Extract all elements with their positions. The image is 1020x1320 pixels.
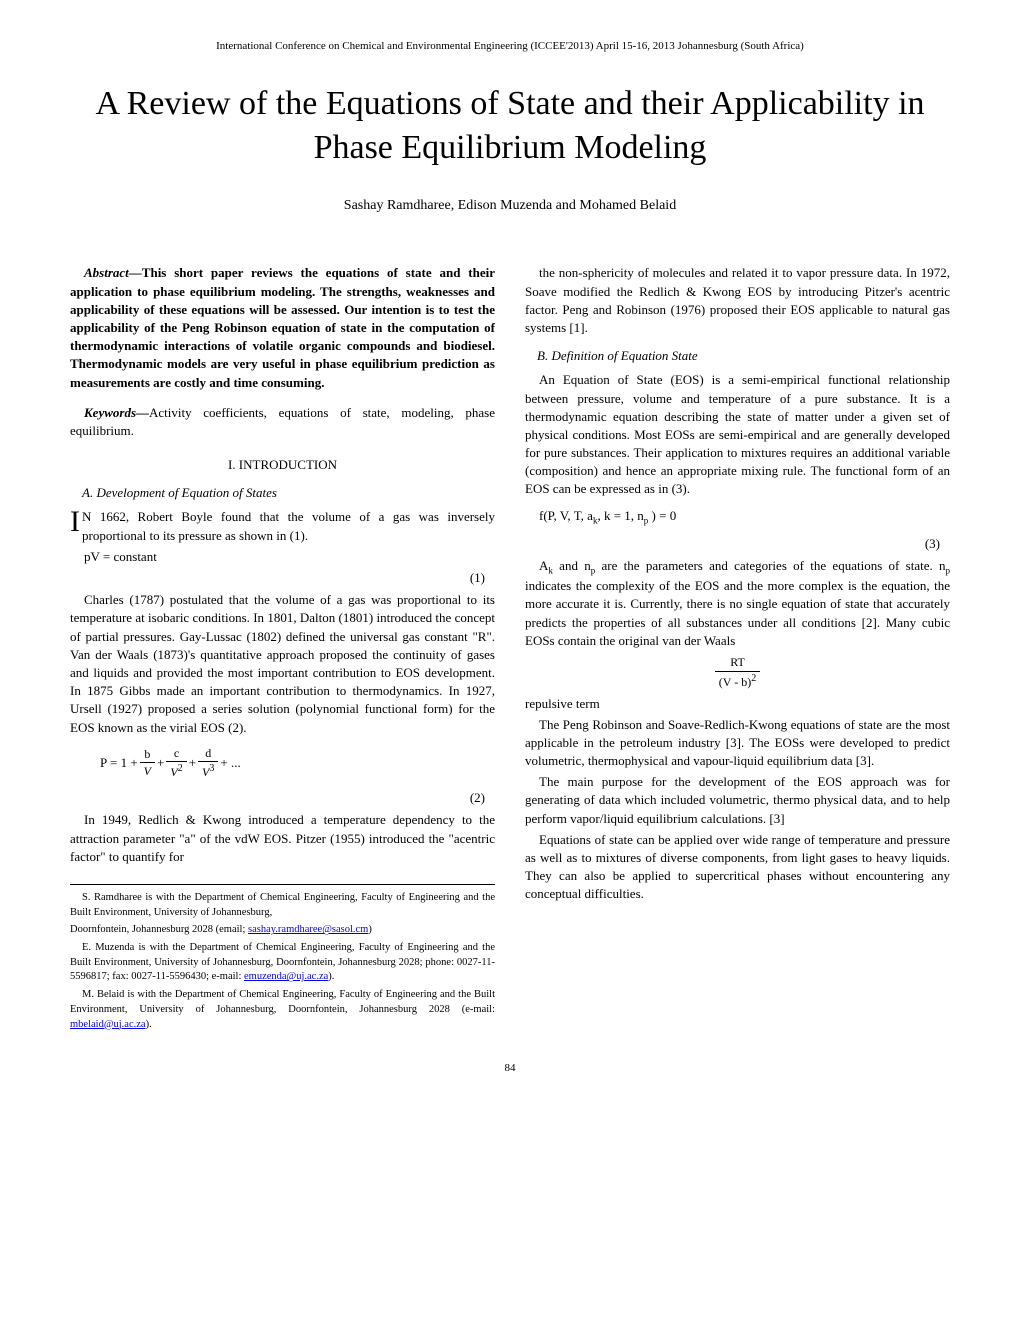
subsection-a: A. Development of Equation of States: [70, 484, 495, 502]
eq2-prefix: P = 1 +: [100, 754, 138, 772]
abstract-block: Abstract—This short paper reviews the eq…: [70, 264, 495, 391]
equation-2: P = 1 + b V + c V2 + d V3 + ...: [100, 745, 495, 782]
equation-3-number: (3): [525, 535, 940, 553]
keywords-block: Keywords—Activity coefficients, equation…: [70, 404, 495, 440]
paragraph-10: Equations of state can be applied over w…: [525, 831, 950, 904]
equation-2-number: (2): [70, 789, 485, 807]
eq2-suffix: + ...: [220, 754, 240, 772]
eq2-frac-1: b V: [140, 746, 155, 781]
equation-1-number: (1): [70, 569, 485, 587]
paragraph-4: the non-sphericity of molecules and rela…: [525, 264, 950, 337]
footnote-1b: Doornfontein, Johannesburg 2028 (email; …: [70, 923, 495, 938]
email-link-1[interactable]: sashay.ramdharee@sasol.cm: [248, 924, 368, 935]
abstract-label: Abstract—: [84, 265, 142, 280]
equation-3: f(P, V, T, ak, k = 1, np ) = 0: [525, 507, 950, 527]
paragraph-2: Charles (1787) postulated that the volum…: [70, 591, 495, 737]
paragraph-7: repulsive term: [525, 695, 950, 713]
email-link-2[interactable]: emuzenda@uj.ac.za: [244, 971, 328, 982]
footnote-3: M. Belaid is with the Department of Chem…: [70, 988, 495, 1032]
footnotes: S. Ramdharee is with the Department of C…: [70, 884, 495, 1032]
paragraph-1: IN 1662, Robert Boyle found that the vol…: [70, 508, 495, 544]
paragraph-6: Ak and np are the parameters and categor…: [525, 557, 950, 650]
conference-header: International Conference on Chemical and…: [70, 40, 950, 52]
equation-1: pV = constant: [70, 548, 495, 566]
paragraph-8: The Peng Robinson and Soave-Redlich-Kwon…: [525, 716, 950, 771]
subsection-b: B. Definition of Equation State: [525, 347, 950, 365]
author-list: Sashay Ramdharee, Edison Muzenda and Moh…: [70, 198, 950, 214]
paper-title: A Review of the Equations of State and t…: [70, 82, 950, 170]
paragraph-9: The main purpose for the development of …: [525, 773, 950, 828]
equation-4: RT (V - b)2: [525, 654, 950, 691]
abstract-text: This short paper reviews the equations o…: [70, 265, 495, 389]
keywords-label: Keywords—: [84, 405, 149, 420]
paragraph-3: In 1949, Redlich & Kwong introduced a te…: [70, 811, 495, 866]
paragraph-5: An Equation of State (EOS) is a semi-emp…: [525, 371, 950, 498]
paper-body: Abstract—This short paper reviews the eq…: [70, 264, 950, 1032]
footnote-2: E. Muzenda is with the Department of Che…: [70, 941, 495, 985]
eq2-frac-3: d V3: [198, 745, 218, 782]
page-number: 84: [70, 1062, 950, 1074]
email-link-3[interactable]: mbelaid@uj.ac.za: [70, 1019, 146, 1030]
eq2-frac-2: c V2: [166, 745, 186, 782]
footnote-1: S. Ramdharee is with the Department of C…: [70, 891, 495, 920]
section-heading-intro: I. INTRODUCTION: [70, 456, 495, 474]
